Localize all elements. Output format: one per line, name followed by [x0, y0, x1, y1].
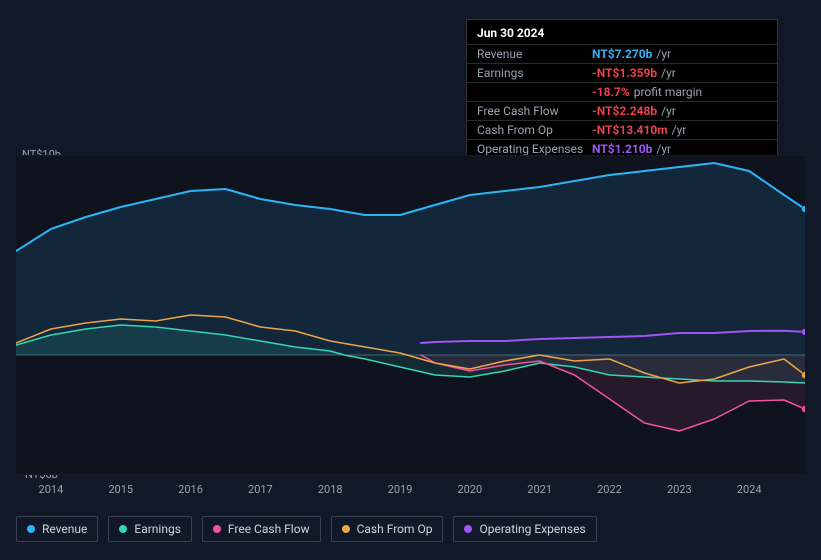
- x-axis-label: 2019: [388, 483, 413, 496]
- x-axis-label: 2023: [667, 483, 692, 496]
- legend-item[interactable]: Operating Expenses: [453, 516, 596, 542]
- legend-dot-icon: [342, 525, 350, 533]
- tooltip-row-suffix: /yr: [661, 66, 676, 80]
- tooltip-row: Cash From Op-NT$13.410m/yr: [467, 120, 777, 139]
- tooltip-row-label: Earnings: [477, 66, 592, 80]
- tooltip-row-value: -NT$13.410m: [592, 123, 668, 137]
- x-axis-label: 2016: [178, 483, 203, 496]
- legend-dot-icon: [27, 525, 35, 533]
- legend-label: Earnings: [134, 522, 181, 536]
- tooltip-row-label: Cash From Op: [477, 123, 592, 137]
- x-axis-label: 2015: [108, 483, 133, 496]
- legend-label: Operating Expenses: [479, 522, 585, 536]
- tooltip-row-suffix: /yr: [661, 104, 676, 118]
- legend-label: Revenue: [42, 522, 87, 536]
- tooltip-row-label: Operating Expenses: [477, 142, 592, 156]
- tooltip-row-label: Revenue: [477, 47, 592, 61]
- tooltip-row-value: -18.7%: [592, 85, 630, 99]
- tooltip-row: RevenueNT$7.270b/yr: [467, 44, 777, 63]
- legend-dot-icon: [213, 525, 221, 533]
- x-axis-label: 2017: [248, 483, 273, 496]
- legend-dot-icon: [119, 525, 127, 533]
- tooltip-row-label: [477, 85, 592, 99]
- legend-item[interactable]: Earnings: [108, 516, 192, 542]
- x-axis-label: 2024: [737, 483, 762, 496]
- tooltip-row-value: NT$1.210b: [592, 142, 652, 156]
- chart-area[interactable]: [16, 155, 805, 495]
- tooltip-row-suffix: /yr: [672, 123, 687, 137]
- tooltip-date: Jun 30 2024: [467, 26, 777, 44]
- chart-legend: Revenue Earnings Free Cash Flow Cash From O…: [16, 516, 597, 542]
- legend-item[interactable]: Cash From Op: [331, 516, 444, 542]
- x-axis-label: 2018: [318, 483, 343, 496]
- x-axis-label: 2020: [457, 483, 482, 496]
- x-axis-label: 2022: [597, 483, 622, 496]
- legend-item[interactable]: Revenue: [16, 516, 98, 542]
- x-axis-label: 2021: [527, 483, 552, 496]
- chart-svg: [16, 155, 805, 475]
- tooltip-row-value: -NT$2.248b: [592, 104, 657, 118]
- x-axis-label: 2014: [39, 483, 64, 496]
- x-axis: 2014 2015 2016 2017 2018 2019 2020 2021 2022 2023…: [16, 483, 805, 503]
- tooltip-row-suffix: profit margin: [634, 85, 702, 99]
- tooltip-row: Free Cash Flow-NT$2.248b/yr: [467, 101, 777, 120]
- tooltip-row-suffix: /yr: [656, 142, 671, 156]
- tooltip-row: Earnings-NT$1.359b/yr: [467, 63, 777, 82]
- legend-dot-icon: [464, 525, 472, 533]
- tooltip-row-label: Free Cash Flow: [477, 104, 592, 118]
- legend-item[interactable]: Free Cash Flow: [202, 516, 321, 542]
- tooltip-row-value: -NT$1.359b: [592, 66, 657, 80]
- chart-tooltip: Jun 30 2024 RevenueNT$7.270b/yrEarnings-…: [466, 19, 778, 161]
- tooltip-row-suffix: /yr: [656, 47, 671, 61]
- legend-label: Cash From Op: [357, 522, 433, 536]
- legend-label: Free Cash Flow: [228, 522, 310, 536]
- tooltip-row-value: NT$7.270b: [592, 47, 652, 61]
- tooltip-row: -18.7% profit margin: [467, 82, 777, 101]
